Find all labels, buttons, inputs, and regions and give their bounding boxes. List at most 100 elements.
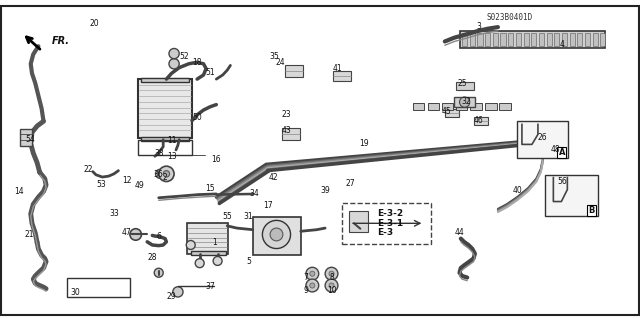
Bar bbox=[253, 217, 301, 255]
Text: A: A bbox=[559, 148, 565, 157]
Bar bbox=[141, 137, 189, 141]
Circle shape bbox=[325, 279, 338, 292]
Bar bbox=[285, 65, 303, 77]
Bar bbox=[460, 31, 605, 48]
Text: 38: 38 bbox=[154, 149, 164, 158]
Text: 44: 44 bbox=[454, 228, 465, 237]
Bar bbox=[585, 33, 590, 46]
Bar bbox=[187, 223, 228, 254]
Text: 46: 46 bbox=[474, 116, 484, 125]
Text: FR.: FR. bbox=[52, 36, 70, 46]
Text: 10: 10 bbox=[326, 286, 337, 295]
Bar bbox=[477, 33, 483, 46]
Circle shape bbox=[329, 271, 334, 276]
Bar bbox=[524, 33, 529, 46]
Text: 36: 36 bbox=[154, 170, 164, 179]
Circle shape bbox=[310, 283, 315, 288]
Bar bbox=[516, 33, 521, 46]
Text: 51: 51 bbox=[205, 68, 215, 77]
Bar bbox=[499, 103, 511, 110]
Bar bbox=[456, 103, 467, 110]
Bar bbox=[593, 33, 598, 46]
Text: 21: 21 bbox=[24, 230, 33, 239]
Bar bbox=[138, 79, 192, 138]
Text: 12: 12 bbox=[122, 176, 131, 185]
Bar bbox=[349, 211, 368, 232]
Text: 17: 17 bbox=[262, 201, 273, 210]
Text: 19: 19 bbox=[358, 139, 369, 148]
Text: 26: 26 bbox=[538, 133, 548, 142]
Bar bbox=[517, 121, 568, 158]
Text: 50: 50 bbox=[192, 113, 202, 122]
Circle shape bbox=[159, 166, 174, 182]
Text: 43: 43 bbox=[282, 126, 292, 135]
Text: 20: 20 bbox=[90, 19, 100, 28]
Bar bbox=[333, 71, 351, 81]
Text: 8: 8 bbox=[329, 273, 334, 282]
Text: 18: 18 bbox=[193, 58, 202, 67]
Text: 45: 45 bbox=[442, 107, 452, 116]
Text: 1: 1 bbox=[212, 238, 217, 247]
Bar bbox=[445, 109, 459, 117]
Text: 9: 9 bbox=[303, 286, 308, 295]
Text: E-3-2: E-3-2 bbox=[378, 209, 404, 218]
Circle shape bbox=[169, 59, 179, 69]
Bar bbox=[577, 33, 582, 46]
Bar bbox=[282, 128, 300, 140]
Circle shape bbox=[310, 271, 315, 276]
Bar bbox=[493, 33, 498, 46]
Circle shape bbox=[262, 220, 291, 249]
Text: 53: 53 bbox=[96, 180, 106, 189]
Circle shape bbox=[130, 229, 141, 240]
Text: 35: 35 bbox=[269, 52, 279, 61]
Text: 52: 52 bbox=[179, 52, 189, 61]
Text: E-3-1: E-3-1 bbox=[378, 219, 404, 228]
Text: 37: 37 bbox=[205, 282, 215, 291]
Bar bbox=[470, 33, 475, 46]
Bar bbox=[428, 103, 439, 110]
Bar bbox=[138, 140, 192, 155]
Bar bbox=[500, 33, 506, 46]
Circle shape bbox=[213, 256, 222, 265]
Circle shape bbox=[306, 267, 319, 280]
Text: 33: 33 bbox=[109, 209, 119, 218]
Text: 39: 39 bbox=[320, 186, 330, 195]
Text: 30: 30 bbox=[70, 288, 81, 297]
Text: 32: 32 bbox=[461, 97, 471, 106]
Bar bbox=[342, 203, 431, 244]
Text: 49: 49 bbox=[134, 181, 145, 189]
Text: 42: 42 bbox=[269, 173, 279, 182]
Bar bbox=[485, 103, 497, 110]
Text: 7: 7 bbox=[303, 273, 308, 282]
Text: 25: 25 bbox=[457, 79, 467, 88]
Text: 16: 16 bbox=[211, 155, 221, 164]
Circle shape bbox=[186, 241, 195, 249]
Circle shape bbox=[169, 48, 179, 59]
Text: 22: 22 bbox=[84, 165, 93, 174]
Circle shape bbox=[306, 279, 319, 292]
Bar bbox=[531, 33, 536, 46]
Bar bbox=[600, 33, 605, 46]
Bar bbox=[474, 117, 488, 125]
Text: 6: 6 bbox=[156, 232, 161, 241]
Text: 54: 54 bbox=[26, 135, 36, 144]
Circle shape bbox=[163, 171, 170, 177]
Text: 15: 15 bbox=[205, 184, 215, 193]
Bar bbox=[413, 103, 424, 110]
Text: B: B bbox=[588, 206, 595, 215]
Bar bbox=[539, 33, 544, 46]
Text: 13: 13 bbox=[166, 152, 177, 161]
Text: 55: 55 bbox=[222, 212, 232, 221]
Text: 28: 28 bbox=[148, 253, 157, 262]
Text: 11: 11 bbox=[167, 136, 176, 145]
Text: 56: 56 bbox=[557, 177, 567, 186]
Bar bbox=[20, 129, 32, 146]
Text: 29: 29 bbox=[166, 292, 177, 300]
Bar bbox=[508, 33, 513, 46]
Text: 47: 47 bbox=[122, 228, 132, 237]
Circle shape bbox=[154, 268, 163, 277]
Text: 31: 31 bbox=[243, 212, 253, 221]
Bar bbox=[547, 33, 552, 46]
Bar bbox=[141, 78, 189, 82]
Text: E-3: E-3 bbox=[378, 228, 394, 237]
